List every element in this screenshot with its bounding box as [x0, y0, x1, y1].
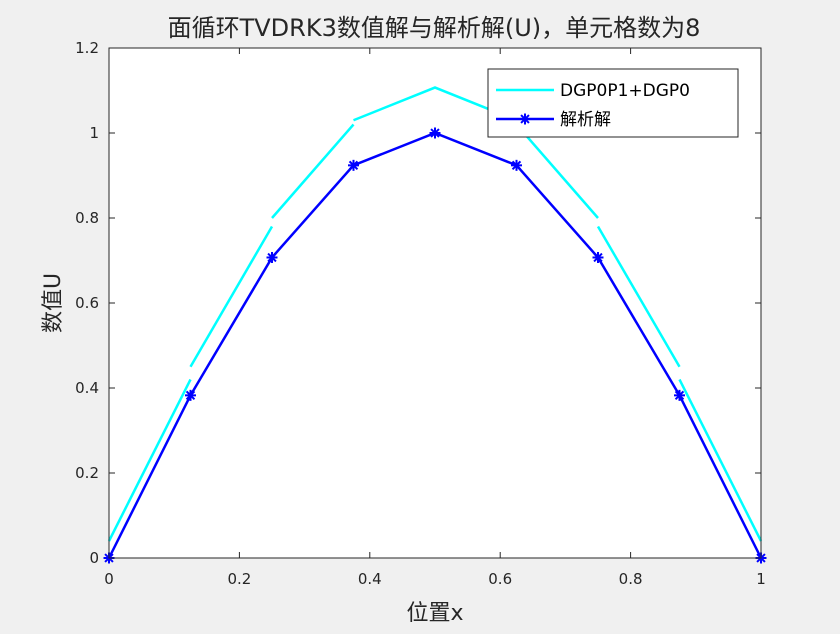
legend-box: [487, 68, 739, 138]
y-tick-label: 1.2: [75, 39, 99, 57]
data-point: [592, 251, 604, 263]
data-point: [511, 159, 522, 171]
legend-marker-2: [519, 113, 531, 125]
marker-stroke: [520, 114, 530, 124]
data-point: [185, 389, 196, 401]
legend-label-2: 解析解: [560, 110, 611, 130]
chart-title: 面循环TVDRK3数值解与解析解(U)，单元格数为8: [168, 14, 701, 42]
x-tick-label: 0.2: [227, 570, 251, 588]
series-line-segment: [678, 378, 763, 542]
series-line-segment: [271, 123, 355, 219]
y-tick-label: 0: [89, 549, 99, 567]
marker-stroke: [430, 128, 440, 138]
data-point: [674, 389, 685, 401]
series-line-segment: [515, 123, 599, 219]
data-point: [348, 159, 359, 171]
y-tick-label: 1: [89, 124, 99, 142]
series-line-segment: [107, 378, 192, 542]
legend-label-1: DGP0P1+DGP0: [560, 81, 690, 101]
marker-stroke: [674, 390, 685, 401]
marker-stroke: [185, 390, 196, 401]
series-1: [107, 86, 763, 542]
y-tick-label: 0.4: [75, 379, 99, 397]
data-point: [429, 127, 441, 139]
x-tick-label: 0.4: [358, 570, 382, 588]
x-tick-label: 0: [104, 570, 114, 588]
marker-stroke: [511, 160, 522, 171]
legend: DGP0P1+DGP0 解析解: [487, 68, 739, 138]
y-tick-label: 0.6: [75, 294, 99, 312]
x-tick-label: 0.6: [488, 570, 512, 588]
x-axis-title: 位置x: [406, 601, 463, 626]
axis-ticks: 0 0.2 0.4 0.6 0.8 1 0 0.2 0.4 0.6 0.8 1 1.2: [75, 39, 766, 588]
series-line-segment: [189, 225, 274, 368]
x-tick-label: 0.8: [619, 570, 643, 588]
marker-stroke: [267, 252, 277, 263]
x-tick-label: 1: [756, 570, 766, 588]
data-point: [266, 251, 278, 263]
legend-items: DGP0P1+DGP0 解析解: [496, 81, 690, 130]
y-axis-title: 数值U: [41, 273, 66, 333]
marker-stroke: [348, 160, 359, 171]
marker-stroke: [593, 252, 603, 263]
series-line-segment: [596, 225, 681, 368]
y-tick-label: 0.8: [75, 209, 99, 227]
y-tick-label: 0.2: [75, 464, 99, 482]
